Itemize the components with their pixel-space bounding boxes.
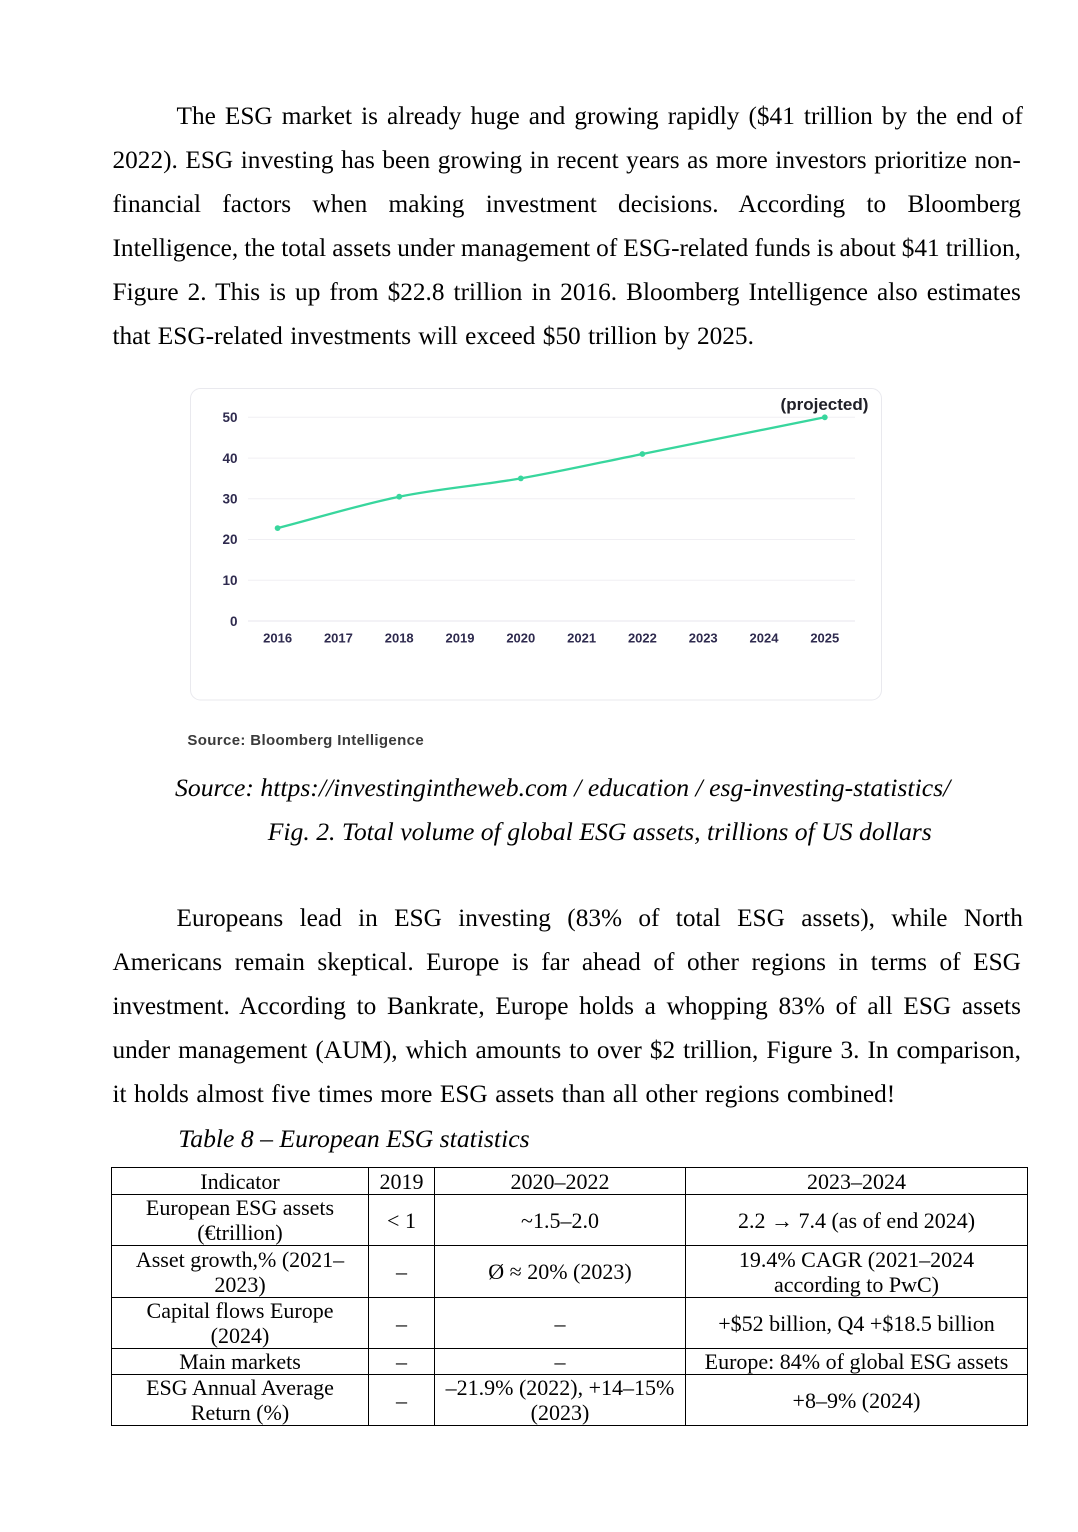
svg-text:2018: 2018	[385, 630, 414, 645]
svg-text:50: 50	[222, 410, 237, 425]
svg-text:(projected): (projected)	[781, 395, 869, 414]
svg-text:2016: 2016	[263, 630, 292, 645]
svg-text:10: 10	[222, 573, 237, 588]
svg-text:2021: 2021	[567, 630, 596, 645]
svg-text:2022: 2022	[628, 630, 657, 645]
svg-text:2020: 2020	[506, 630, 535, 645]
svg-text:2017: 2017	[324, 630, 353, 645]
svg-text:2024: 2024	[750, 630, 780, 645]
svg-text:0: 0	[230, 614, 238, 629]
svg-text:30: 30	[222, 492, 237, 507]
svg-text:20: 20	[222, 532, 237, 547]
svg-text:2023: 2023	[689, 630, 718, 645]
svg-text:2025: 2025	[810, 630, 839, 645]
svg-text:40: 40	[222, 451, 237, 466]
svg-text:2019: 2019	[446, 630, 475, 645]
